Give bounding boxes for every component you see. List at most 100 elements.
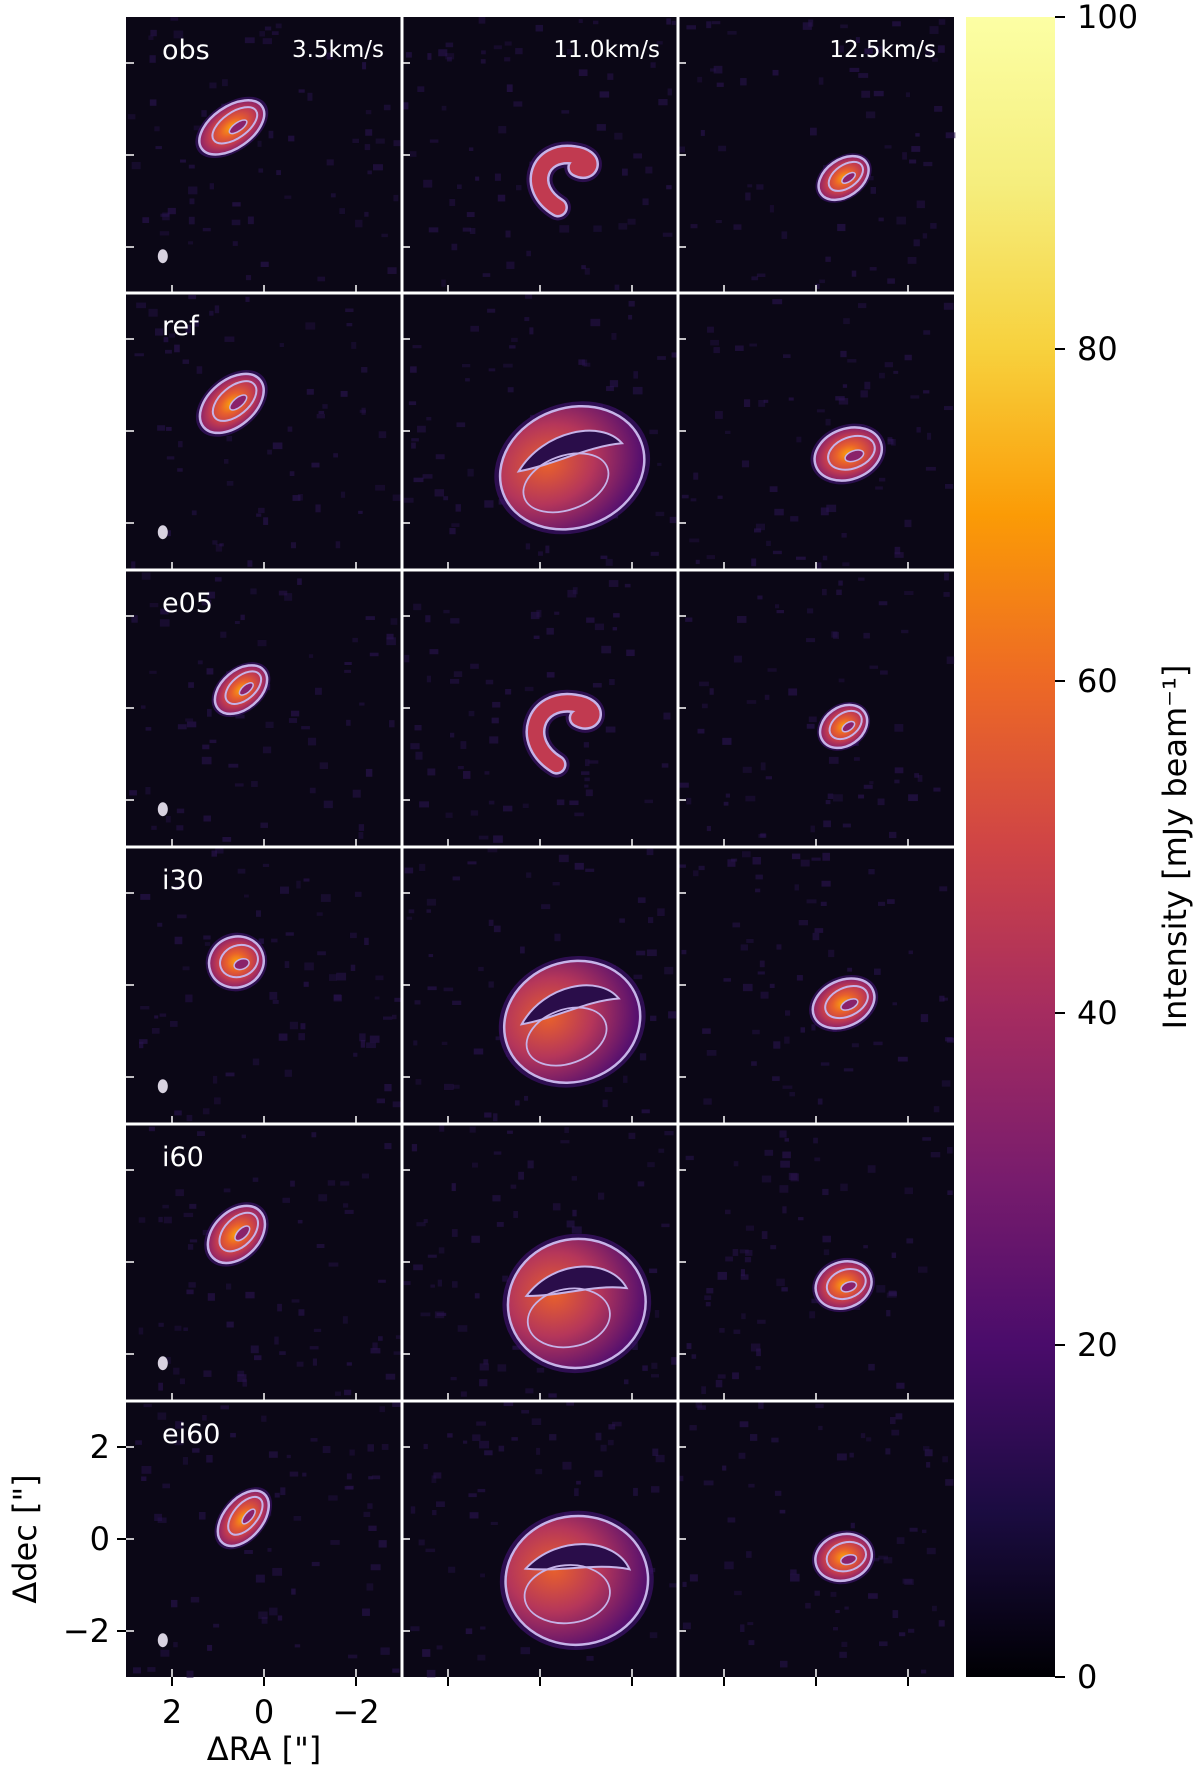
- emission-hole: [840, 1280, 858, 1293]
- panel-label-ei60: ei60: [162, 1419, 220, 1450]
- crescent-body: [506, 1237, 647, 1370]
- crescent-gap: [519, 984, 621, 1026]
- beam-ellipse: [157, 1079, 168, 1094]
- emission-blob: [214, 1487, 273, 1550]
- panel-ref-1: ref: [126, 293, 403, 570]
- emission-hole: [229, 394, 248, 411]
- emission-hole: [228, 119, 248, 135]
- panel-label-obs: obs: [162, 35, 210, 66]
- emission-crescent: [502, 1233, 652, 1374]
- panel-ref-2: [402, 293, 679, 570]
- beam-ellipse: [157, 1633, 168, 1648]
- beam-ellipse: [157, 802, 168, 817]
- emission-hole: [841, 171, 856, 184]
- y-axis-title: Δdec ["]: [6, 1474, 44, 1603]
- axes-group: 2 0 −2 2 0 −2 ΔRA ["] Δdec ["]: [6, 1428, 909, 1768]
- inner-contour: [211, 380, 258, 422]
- emission-blob: [195, 96, 269, 159]
- emission-blob: [815, 153, 872, 203]
- beam-ellipse: [157, 1356, 168, 1371]
- emission-blob: [811, 1530, 876, 1585]
- colorbar-tick-label: 40: [1077, 994, 1118, 1032]
- panel-label-ref: ref: [162, 311, 200, 342]
- noise-texture: [138, 1126, 405, 1396]
- panel-background: [678, 570, 954, 846]
- noise-texture: [678, 851, 954, 1113]
- panel-background: [678, 1401, 954, 1677]
- emission-arc: [526, 141, 602, 221]
- emission-blob: [809, 974, 879, 1032]
- x-tick-label: −2: [332, 1693, 379, 1731]
- inner-contour: [526, 1287, 611, 1349]
- panel-e05-1: e05: [126, 570, 402, 847]
- inner-contour: [824, 984, 869, 1020]
- noise-texture: [679, 572, 955, 839]
- panel-background: [126, 1401, 402, 1677]
- inner-contour: [525, 1006, 608, 1067]
- panel-obs-1: obs 3.5km/s: [126, 17, 403, 293]
- arc-emission: [532, 147, 597, 215]
- emission-crescent: [498, 955, 646, 1088]
- colorbar-tick-label: 100: [1077, 0, 1138, 36]
- emission-blob: [195, 370, 268, 437]
- panel-i60-3: [678, 1124, 954, 1401]
- panel-ei60-1: ei60: [126, 1401, 402, 1678]
- emission-hole: [238, 682, 254, 696]
- velocity-label-1: 3.5km/s: [292, 37, 384, 63]
- crescent-gap: [516, 429, 625, 473]
- emission-hole: [840, 1553, 858, 1566]
- noise-texture: [402, 17, 676, 290]
- emission-hole: [840, 998, 859, 1011]
- emission-blob: [211, 662, 271, 718]
- panel-obs-2: 11.0km/s: [402, 17, 678, 293]
- x-tick-label: 0: [254, 1693, 274, 1731]
- noise-texture: [404, 580, 671, 843]
- panel-label-i30: i30: [162, 865, 204, 896]
- velocity-label-3: 12.5km/s: [829, 37, 936, 63]
- emission-hole: [234, 1225, 251, 1242]
- colorbar-label: Intensity [mJy beam⁻¹]: [1156, 665, 1194, 1030]
- arc-emission: [528, 695, 600, 773]
- emission-crescent: [494, 401, 651, 535]
- emission-hole: [844, 449, 865, 463]
- panel-e05-2: [402, 570, 678, 847]
- inner-contour: [227, 1495, 264, 1536]
- inner-contour: [522, 452, 610, 514]
- y-tick-label: −2: [63, 1612, 110, 1650]
- emission-hole: [241, 1508, 256, 1525]
- emission-hole: [841, 720, 856, 733]
- crescent-gap: [524, 1265, 629, 1297]
- noise-texture: [138, 848, 405, 1122]
- panel-i60-1: i60: [126, 1124, 405, 1401]
- panel-i30-3: [678, 847, 954, 1124]
- colorbar: 0 20 40 60 80 100 Intensity [mJy beam⁻¹]: [966, 0, 1194, 1696]
- emission-arc: [522, 689, 605, 778]
- inner-contour: [218, 1211, 259, 1253]
- emission-hole: [233, 957, 250, 971]
- inner-contour: [827, 160, 864, 192]
- inner-contour: [827, 434, 876, 471]
- panel-background: [678, 17, 954, 293]
- panel-background: [126, 570, 402, 846]
- noise-texture: [681, 299, 954, 570]
- velocity-label-2: 11.0km/s: [553, 37, 660, 63]
- colorbar-gradient-bar: [966, 17, 1055, 1677]
- crescent-gap: [523, 1543, 632, 1571]
- panel-ref-3: [678, 293, 954, 570]
- panel-i60-2: [402, 1124, 678, 1401]
- emission-blob: [817, 701, 871, 751]
- inner-contour: [523, 1564, 611, 1625]
- emission-blob: [810, 423, 886, 485]
- x-axis-title: ΔRA ["]: [207, 1730, 322, 1768]
- emission-blob: [204, 1202, 269, 1267]
- panel-i30-1: i30: [126, 847, 405, 1124]
- panel-label-i60: i60: [162, 1142, 204, 1173]
- colorbar-tick-label: 80: [1077, 330, 1118, 368]
- emission-blob: [205, 932, 268, 992]
- inner-contour: [828, 709, 863, 741]
- noise-texture: [127, 17, 403, 282]
- beam-ellipse: [157, 249, 168, 264]
- panel-background: [126, 17, 402, 293]
- inner-contour: [825, 1267, 867, 1301]
